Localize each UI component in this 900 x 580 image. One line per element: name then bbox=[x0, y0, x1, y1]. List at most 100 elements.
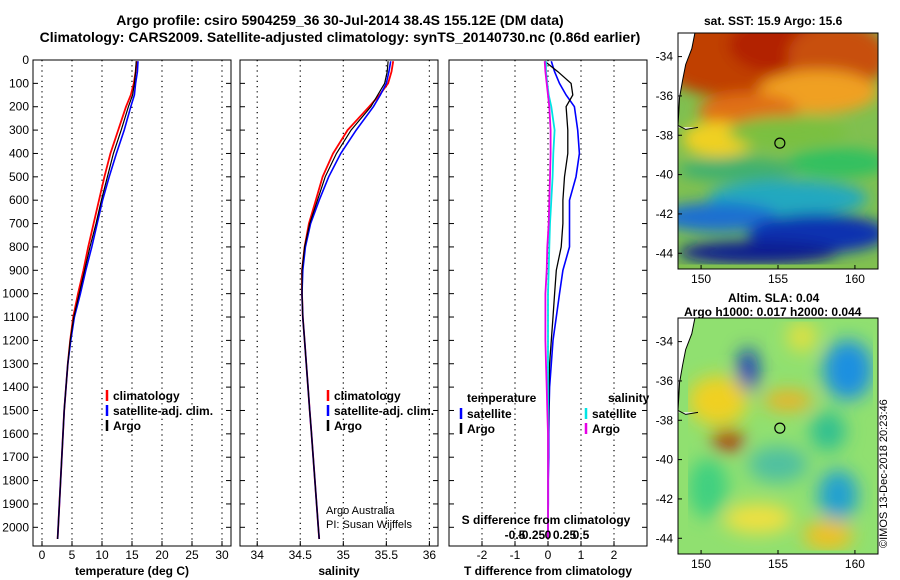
field-blobs bbox=[688, 321, 873, 551]
y-tick-label: 1200 bbox=[2, 333, 29, 347]
lon-tick-label: 160 bbox=[845, 557, 865, 571]
s-tick-label: 0.5 bbox=[573, 528, 590, 542]
y-tick-label: 200 bbox=[9, 100, 29, 114]
x-tick-label: 35 bbox=[337, 548, 351, 562]
lat-tick-label: -38 bbox=[656, 413, 674, 427]
lat-tick-label: -34 bbox=[656, 335, 674, 349]
field-blobs bbox=[678, 33, 878, 265]
x-tick-label: 15 bbox=[125, 548, 139, 562]
field-patch bbox=[688, 457, 728, 518]
plot-frame bbox=[239, 59, 439, 547]
field-patch bbox=[712, 430, 744, 451]
lon-tick-label: 155 bbox=[768, 272, 788, 286]
y-tick-label: 1400 bbox=[2, 380, 29, 394]
field-patch bbox=[678, 202, 778, 233]
plot-frame bbox=[448, 59, 648, 547]
y-tick-label: 700 bbox=[9, 217, 29, 231]
legend-label: Argo bbox=[113, 419, 141, 433]
y-tick-label: 1500 bbox=[2, 403, 29, 417]
s-tick-label: -0.25 bbox=[518, 528, 546, 542]
y-tick-label: 1600 bbox=[2, 427, 29, 441]
land-mask bbox=[678, 33, 698, 130]
lon-tick-label: 150 bbox=[691, 272, 711, 286]
x-tick-label: 25 bbox=[185, 548, 199, 562]
x-axis-label: T difference from climatology bbox=[464, 564, 632, 578]
sst-map: -34 -36 -38 -40 -42 -44 150 155 160 bbox=[656, 32, 879, 286]
legend-title-salinity: salinity bbox=[608, 391, 650, 405]
sla-map-title-line2: Argo h1000: 0.017 h2000: 0.044 bbox=[684, 305, 862, 319]
plot-panel-3: -2 -1 0 1 2 T difference from climatology S di… bbox=[448, 59, 650, 578]
y-tick-label: 100 bbox=[9, 76, 29, 90]
legend-title-temperature: temperature bbox=[467, 391, 537, 405]
legend-label: climatology bbox=[113, 389, 180, 403]
credit-line1: Argo Australia bbox=[326, 505, 395, 517]
lat-tick-label: -40 bbox=[656, 453, 674, 467]
field-patch bbox=[728, 116, 848, 149]
sla-map: -34 -36 -38 -40 -42 -44 150 155 160 bbox=[656, 317, 879, 571]
series-line-climatology bbox=[301, 61, 395, 540]
y-tick-label: 0 bbox=[22, 53, 29, 67]
legend-label: Argo bbox=[467, 422, 495, 436]
lon-tick-label: 155 bbox=[768, 557, 788, 571]
field-patch bbox=[678, 240, 838, 265]
field-patch bbox=[803, 520, 853, 551]
plot-panel-1: 0 5 10 15 20 25 300100200300400500600700800900… bbox=[2, 53, 232, 578]
field-patch bbox=[723, 503, 793, 534]
series-line-t-satellite bbox=[547, 60, 581, 539]
sla-map-field bbox=[678, 318, 878, 554]
plot-frame bbox=[32, 59, 232, 547]
legend-label: satellite bbox=[467, 407, 512, 421]
lon-tick-label: 160 bbox=[845, 272, 865, 286]
credit-line2: PI: Susan Wijffels bbox=[326, 519, 412, 531]
x-tick-label: 20 bbox=[155, 548, 169, 562]
s-tick-label: 0.25 bbox=[553, 528, 577, 542]
lat-tick-label: -38 bbox=[656, 128, 674, 142]
y-tick-label: 1800 bbox=[2, 474, 29, 488]
y-tick-label: 1000 bbox=[2, 287, 29, 301]
y-tick-label: 1700 bbox=[2, 450, 29, 464]
lat-tick-label: -36 bbox=[656, 89, 674, 103]
x-tick-label: 1 bbox=[578, 548, 585, 562]
sst-map-title: sat. SST: 15.9 Argo: 15.6 bbox=[704, 14, 843, 28]
x-tick-label: 0 bbox=[39, 548, 46, 562]
field-patch bbox=[787, 321, 817, 352]
legend-label: satellite bbox=[592, 407, 637, 421]
y-tick-label: 1100 bbox=[3, 310, 29, 324]
x-tick-label: -1 bbox=[510, 548, 521, 562]
coastline bbox=[678, 33, 699, 130]
field-patch bbox=[738, 347, 758, 392]
x-tick-label: 5 bbox=[69, 548, 76, 562]
x-axis-label: salinity bbox=[318, 564, 360, 578]
y-tick-label: 1300 bbox=[2, 357, 29, 371]
coastline bbox=[678, 318, 699, 415]
y-tick-label: 500 bbox=[9, 170, 29, 184]
series-line-s-argo bbox=[543, 61, 552, 539]
field-patch bbox=[763, 390, 813, 411]
x-tick-label: -2 bbox=[477, 548, 488, 562]
legend-label: Argo bbox=[334, 419, 362, 433]
y-tick-label: 300 bbox=[9, 123, 29, 137]
legend-label: climatology bbox=[334, 389, 401, 403]
series-line-argo bbox=[301, 61, 389, 540]
field-patch bbox=[688, 375, 748, 426]
sst-map-field bbox=[678, 33, 878, 269]
field-patch bbox=[748, 446, 808, 483]
x-tick-label: 34.5 bbox=[289, 548, 313, 562]
figure-title-line1: Argo profile: csiro 5904259_36 30-Jul-20… bbox=[116, 12, 564, 28]
lon-tick-label: 150 bbox=[691, 557, 711, 571]
x-axis-label: temperature (deg C) bbox=[75, 564, 189, 578]
x-tick-label: 30 bbox=[215, 548, 229, 562]
lat-tick-label: -40 bbox=[656, 168, 674, 182]
argo-position-marker bbox=[774, 137, 786, 149]
y-tick-label: 900 bbox=[9, 263, 29, 277]
s-tick-label: -0.5 bbox=[505, 528, 526, 542]
y-tick-label: 1900 bbox=[2, 497, 29, 511]
x-tick-label: 36 bbox=[423, 548, 437, 562]
lat-tick-label: -42 bbox=[656, 492, 674, 506]
x-tick-label: 10 bbox=[95, 548, 109, 562]
series-line-climatology bbox=[56, 61, 138, 540]
field-patch bbox=[788, 147, 878, 178]
x-tick-label: 34 bbox=[251, 548, 265, 562]
